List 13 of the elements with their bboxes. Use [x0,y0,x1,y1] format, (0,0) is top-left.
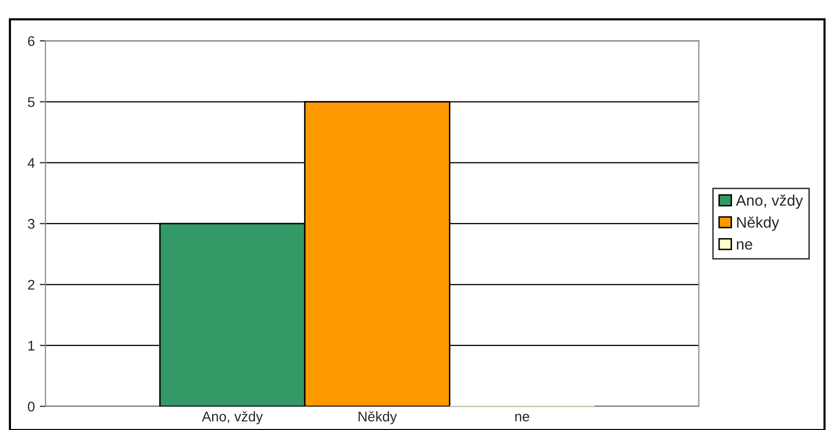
y-tick-label: 5 [28,97,34,107]
legend-label: ne [736,241,752,250]
y-tick-label: 0 [28,402,35,412]
x-tick-label: ne [515,414,530,422]
y-tick-label: 1 [28,340,34,350]
y-tick-label: 6 [28,36,34,46]
y-tick-label: 4 [28,158,35,168]
y-tick-label: 2 [28,280,34,290]
x-tick-label: Ano, vždy [202,411,263,424]
legend-label: Ano, vždy [736,194,803,209]
legend-label: Někdy [737,216,780,231]
y-tick-label: 3 [28,218,34,229]
x-tick-label: Někdy [358,411,397,424]
